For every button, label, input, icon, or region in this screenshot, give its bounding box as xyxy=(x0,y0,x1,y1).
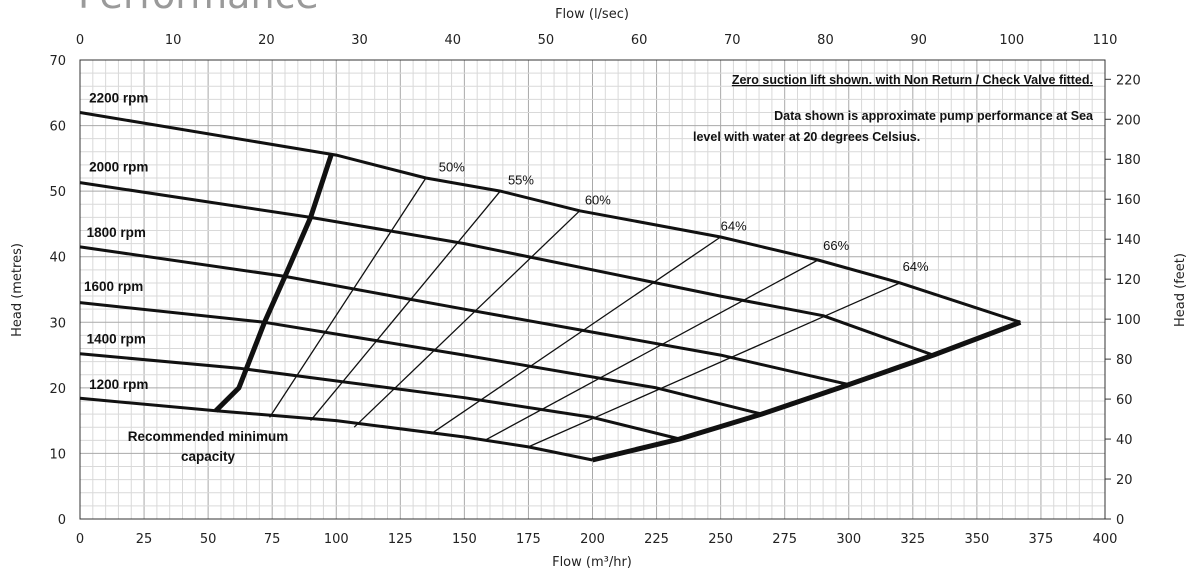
efficiency-label: 60% xyxy=(585,192,611,207)
y-left-tick-label: 50 xyxy=(49,185,66,200)
x-top-tick-label: 110 xyxy=(1093,33,1118,48)
efficiency-line xyxy=(269,177,427,418)
x-top-tick-label: 30 xyxy=(351,33,368,48)
y-right-tick-label: 120 xyxy=(1116,273,1141,288)
x-bottom-tick-label: 200 xyxy=(580,532,605,547)
rpm-label: 2000 rpm xyxy=(89,159,148,174)
y-right-axis-title: Head (feet) xyxy=(1173,253,1188,327)
x-bottom-tick-label: 125 xyxy=(388,532,413,547)
max-flow-curve xyxy=(591,319,1022,463)
rpm-label: 1600 rpm xyxy=(84,279,143,294)
y-left-tick-label: 20 xyxy=(49,382,66,397)
x-bottom-tick-label: 75 xyxy=(264,532,281,547)
speed-curve xyxy=(79,396,593,462)
speed-curve xyxy=(79,181,934,357)
chart-heading: Performance xyxy=(78,0,319,17)
rpm-label: 1200 rpm xyxy=(89,377,148,392)
min-capacity-curve xyxy=(214,154,334,413)
x-top-tick-label: 40 xyxy=(444,33,461,48)
curve-labels: 2200 rpm 2000 rpm 1800 rpm 1600 rpm 1400 rpm… xyxy=(84,91,929,393)
y-left-tick-label: 0 xyxy=(58,513,66,528)
x-bottom-tick-label: 0 xyxy=(76,532,84,547)
note-line-2: level with water at 20 degrees Celsius. xyxy=(693,130,920,144)
x-bottom-tick-label: 25 xyxy=(136,532,153,547)
y-left-tick-label: 70 xyxy=(49,54,66,69)
speed-curve xyxy=(79,352,680,441)
efficiency-label: 64% xyxy=(721,218,747,233)
speed-curve xyxy=(79,301,762,416)
y-right-tick-label: 80 xyxy=(1116,353,1133,368)
note-line-1: Data shown is approximate pump performan… xyxy=(774,109,1094,123)
x-top-tick-label: 0 xyxy=(76,33,84,48)
efficiency-label: 55% xyxy=(508,173,534,188)
min-capacity-label-2: capacity xyxy=(181,449,236,464)
boundary-curves xyxy=(214,154,1022,463)
efficiency-line xyxy=(353,210,581,428)
y-left-tick-label: 10 xyxy=(49,447,66,462)
x-bottom-tick-label: 350 xyxy=(964,532,989,547)
x-top-tick-label: 20 xyxy=(258,33,275,48)
x-bottom-tick-label: 375 xyxy=(1029,532,1054,547)
y-right-tick-label: 220 xyxy=(1116,73,1141,88)
rpm-label: 1800 rpm xyxy=(87,225,146,240)
speed-curve xyxy=(79,245,850,387)
rpm-label: 1400 rpm xyxy=(87,331,146,346)
x-top-tick-label: 70 xyxy=(724,33,741,48)
y-left-tick-label: 60 xyxy=(49,120,66,135)
x-bottom-tick-label: 225 xyxy=(644,532,669,547)
x-bottom-tick-label: 50 xyxy=(200,532,217,547)
x-top-tick-label: 80 xyxy=(817,33,834,48)
y-right-tick-label: 100 xyxy=(1116,313,1141,328)
x-bottom-tick-label: 175 xyxy=(516,532,541,547)
efficiency-label: 64% xyxy=(903,259,929,274)
y-right-tick-label: 200 xyxy=(1116,113,1141,128)
x-bottom-tick-label: 300 xyxy=(836,532,861,547)
x-bottom-tick-label: 400 xyxy=(1093,532,1118,547)
x-bottom-tick-label: 100 xyxy=(324,532,349,547)
x-bottom-tick-label: 275 xyxy=(772,532,797,547)
efficiency-label: 66% xyxy=(823,238,849,253)
axis-ticks: 0 25 50 75 100 125 150 175 200 225 250 275 300 325 350… xyxy=(49,33,1140,547)
x-top-tick-label: 100 xyxy=(999,33,1024,48)
y-right-tick-label: 140 xyxy=(1116,233,1141,248)
x-top-tick-label: 90 xyxy=(910,33,927,48)
x-top-tick-label: 60 xyxy=(631,33,648,48)
y-left-axis-title: Head (metres) xyxy=(10,243,25,337)
y-right-tick-label: 60 xyxy=(1116,393,1133,408)
y-left-tick-label: 40 xyxy=(49,251,66,266)
x-bottom-axis-title: Flow (m³/hr) xyxy=(552,555,632,570)
y-left-tick-label: 30 xyxy=(49,316,66,331)
plot-frame xyxy=(79,59,1106,520)
efficiency-line xyxy=(310,190,501,422)
min-capacity-label-1: Recommended minimum xyxy=(128,429,289,444)
y-right-tick-label: 20 xyxy=(1116,473,1133,488)
x-top-axis-title: Flow (l/sec) xyxy=(555,7,629,22)
rpm-label: 2200 rpm xyxy=(89,91,148,106)
speed-curve xyxy=(79,111,1021,324)
x-top-tick-label: 10 xyxy=(165,33,182,48)
efficiency-line xyxy=(528,282,901,448)
x-top-tick-label: 50 xyxy=(538,33,555,48)
x-bottom-tick-label: 325 xyxy=(900,532,925,547)
efficiency-label: 50% xyxy=(439,159,465,174)
x-bottom-tick-label: 250 xyxy=(708,532,733,547)
x-bottom-tick-label: 150 xyxy=(452,532,477,547)
note-title: Zero suction lift shown. with Non Return… xyxy=(732,73,1093,87)
y-right-tick-label: 40 xyxy=(1116,433,1133,448)
y-right-tick-label: 0 xyxy=(1116,513,1124,528)
speed-curves xyxy=(79,111,1021,462)
y-right-tick-label: 160 xyxy=(1116,193,1141,208)
y-right-tick-label: 180 xyxy=(1116,153,1141,168)
